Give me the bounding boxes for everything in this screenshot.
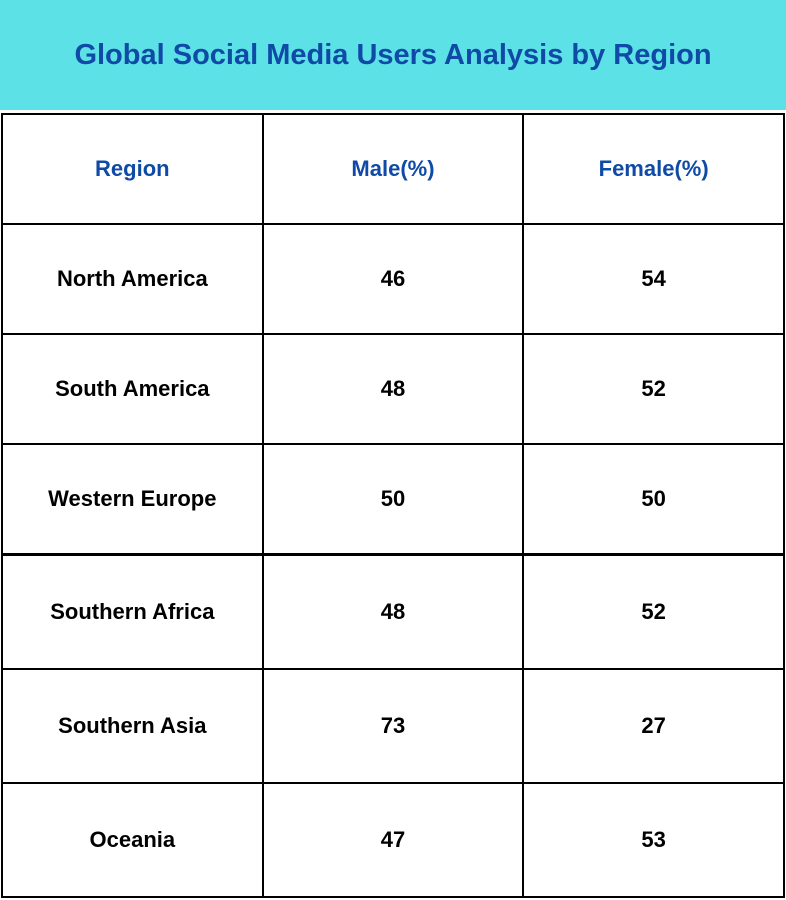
table-cell: 27 — [522, 668, 785, 784]
table-cell: 52 — [522, 333, 785, 445]
table-cell: 52 — [522, 553, 785, 670]
table-row: Southern Asia 73 27 — [1, 668, 785, 784]
table-cell: 48 — [261, 333, 525, 445]
table-body: North America 46 54 South America 48 52 Wester… — [1, 223, 785, 898]
table-cell: 73 — [261, 668, 525, 784]
column-header: Female(%) — [522, 113, 785, 225]
table-cell: North America — [1, 223, 264, 335]
table-row: Oceania 47 53 — [1, 782, 785, 898]
table-cell: 50 — [261, 443, 525, 556]
table-cell: 50 — [522, 443, 785, 556]
column-header: Male(%) — [261, 113, 525, 225]
table-cell: 47 — [261, 782, 525, 898]
table-cell: 53 — [522, 782, 785, 898]
table-cell: Southern Africa — [1, 553, 264, 670]
table-cell: 46 — [261, 223, 525, 335]
table-cell: 48 — [261, 553, 525, 670]
table-cell: 54 — [522, 223, 785, 335]
title: Global Social Media Users Analysis by Re… — [74, 38, 712, 71]
table-row: North America 46 54 — [1, 223, 785, 335]
table-row: Western Europe 50 50 — [1, 443, 785, 556]
table: Region Male(%) Female(%) North America 46 54… — [1, 113, 785, 898]
table-cell: South America — [1, 333, 264, 445]
table-row: South America 48 52 — [1, 333, 785, 445]
column-header: Region — [1, 113, 264, 225]
table-row: Southern Africa 48 52 — [1, 553, 785, 670]
header: Global Social Media Users Analysis by Re… — [0, 0, 786, 110]
table-cell: Southern Asia — [1, 668, 264, 784]
table-cell: Oceania — [1, 782, 264, 898]
table-cell: Western Europe — [1, 443, 264, 556]
header-row: Region Male(%) Female(%) — [1, 113, 785, 225]
